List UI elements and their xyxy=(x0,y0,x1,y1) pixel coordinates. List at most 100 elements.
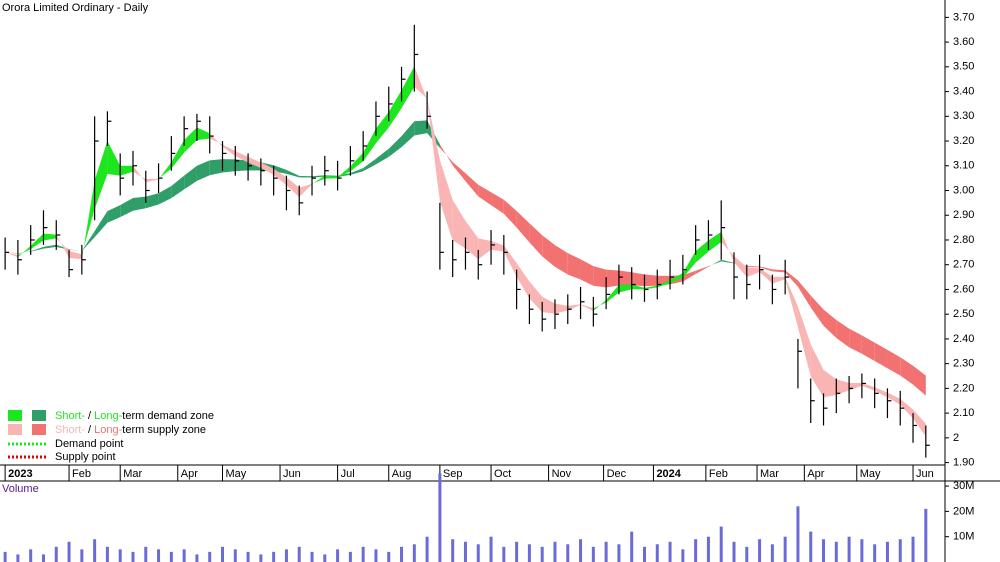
long-term-zone xyxy=(196,160,210,181)
x-tick-label: Feb xyxy=(72,468,91,480)
long-term-zone xyxy=(631,272,645,287)
short-term-zone xyxy=(797,306,811,377)
short-term-zone xyxy=(120,165,133,176)
long-term-zone xyxy=(235,159,249,172)
volume-bar xyxy=(246,551,250,562)
volume-bar xyxy=(387,551,391,562)
volume-bar xyxy=(847,536,851,562)
volume-bar xyxy=(41,554,45,562)
x-tick-label: Mar xyxy=(760,468,779,480)
x-tick-label: 2024 xyxy=(656,468,681,480)
long-term-zone xyxy=(350,168,364,175)
short-term-zone xyxy=(836,379,850,395)
short-term-zone xyxy=(401,66,415,109)
short-term-zone xyxy=(452,199,466,249)
volume-bar xyxy=(540,546,544,562)
short-term-zone xyxy=(593,299,607,312)
y-tick-label: 2.70 xyxy=(953,259,974,271)
long-term-zone xyxy=(785,270,798,287)
short-term-zone xyxy=(299,183,313,198)
legend-text: Short- xyxy=(55,410,85,422)
long-term-zone xyxy=(81,231,95,252)
x-tick-label: May xyxy=(860,468,881,480)
volume-bar xyxy=(796,506,800,562)
long-term-zone xyxy=(145,193,159,209)
legend-text: term supply zone xyxy=(122,424,206,436)
volume-bar xyxy=(476,544,480,562)
volume-bar xyxy=(566,544,570,562)
legend-swatch xyxy=(8,410,22,421)
volume-bar xyxy=(323,554,327,562)
short-term-zone xyxy=(375,112,389,144)
volume-bar xyxy=(451,539,455,562)
legend-swatch xyxy=(32,424,46,435)
short-term-zone xyxy=(772,276,786,284)
x-tick-label: Nov xyxy=(552,468,572,480)
short-term-zone xyxy=(350,152,364,172)
long-term-zone xyxy=(618,270,632,286)
short-term-zone xyxy=(810,344,824,398)
y-tick-label: 1.90 xyxy=(953,456,974,468)
y-tick-label: 2.30 xyxy=(953,358,974,370)
short-term-zone xyxy=(30,233,44,250)
short-term-zone xyxy=(260,162,274,175)
volume-bar xyxy=(579,539,583,562)
long-term-zone xyxy=(17,251,31,254)
y-tick-label: 2.10 xyxy=(953,407,974,419)
short-term-zone xyxy=(324,175,338,179)
volume-bar xyxy=(924,508,928,562)
legend-label: Short- / Long-term supply zone xyxy=(55,424,206,436)
volume-bar xyxy=(16,554,20,562)
short-term-zone xyxy=(529,281,543,313)
volume-bar xyxy=(80,549,84,562)
short-term-zone xyxy=(363,128,376,162)
volume-bar xyxy=(361,546,365,562)
volume-bar xyxy=(681,549,685,562)
y-tick-label: 2.90 xyxy=(953,209,974,221)
short-term-zone xyxy=(158,162,172,180)
short-term-zone xyxy=(913,409,926,437)
short-term-zone xyxy=(874,387,888,398)
short-term-zone xyxy=(542,296,555,314)
short-term-zone xyxy=(439,160,453,241)
long-term-zone xyxy=(158,186,172,205)
x-tick-label: Feb xyxy=(709,468,728,480)
volume-bar xyxy=(783,536,787,562)
long-term-zone xyxy=(401,121,415,148)
volume-bar xyxy=(591,546,595,562)
short-term-zone xyxy=(414,66,428,100)
short-term-zone xyxy=(670,273,683,284)
long-term-zone xyxy=(209,159,223,176)
y-tick-label: 2 xyxy=(953,432,959,444)
long-term-zone xyxy=(414,120,428,136)
long-term-zone xyxy=(363,158,376,172)
volume-bar xyxy=(284,549,288,562)
volume-bar xyxy=(668,541,672,562)
volume-bar xyxy=(195,554,199,562)
volume-bar xyxy=(3,551,7,562)
volume-bar xyxy=(515,541,519,562)
short-term-zone xyxy=(644,285,658,290)
volume-bar xyxy=(157,549,161,562)
long-term-zone xyxy=(721,259,735,264)
y-tick-label: 3.60 xyxy=(953,36,974,48)
volume-bar xyxy=(348,551,352,562)
short-term-zone xyxy=(734,256,747,277)
short-term-zone xyxy=(427,98,440,202)
long-term-zone xyxy=(312,175,325,178)
long-term-zone xyxy=(299,175,313,178)
long-term-zone xyxy=(759,266,773,272)
short-term-zone xyxy=(273,168,287,186)
volume-bar xyxy=(93,539,97,562)
long-term-zone xyxy=(375,148,389,165)
volume-bar xyxy=(489,536,493,562)
volume-title: Volume xyxy=(2,483,39,495)
long-term-zone xyxy=(900,357,914,385)
short-term-zone xyxy=(312,175,325,185)
volume-tick-label: 30M xyxy=(953,480,974,492)
short-term-zone xyxy=(17,245,31,258)
x-tick-label: Dec xyxy=(607,468,627,480)
long-term-zone xyxy=(682,270,696,282)
short-term-zone xyxy=(554,303,568,314)
